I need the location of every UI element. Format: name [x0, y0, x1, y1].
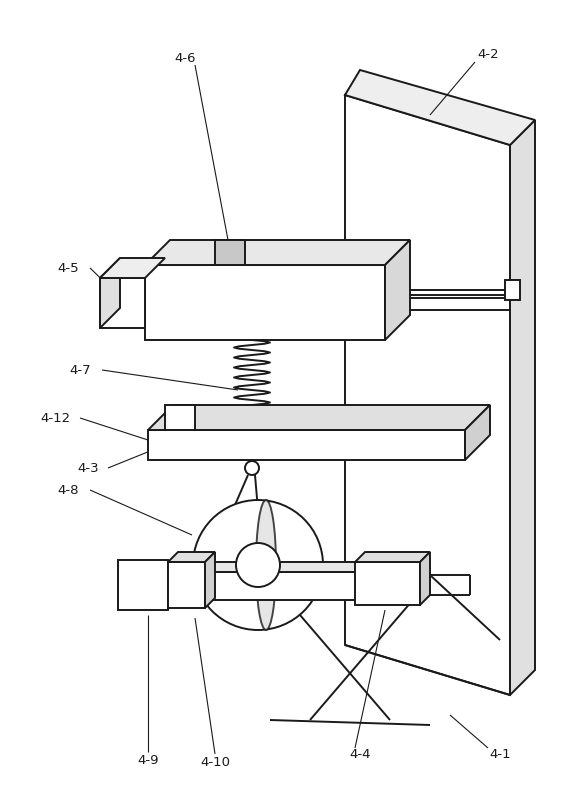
Text: 4-4: 4-4 [349, 749, 371, 761]
Bar [118, 560, 168, 610]
Text: 4-6: 4-6 [174, 51, 196, 65]
Circle shape [245, 461, 259, 475]
Polygon shape [205, 572, 390, 600]
Polygon shape [510, 120, 535, 695]
Polygon shape [100, 278, 145, 328]
Text: 4-3: 4-3 [77, 462, 99, 475]
Ellipse shape [256, 500, 276, 630]
Text: 4-7: 4-7 [69, 364, 91, 376]
Polygon shape [420, 552, 430, 605]
Text: 4-2: 4-2 [477, 49, 499, 62]
Polygon shape [355, 562, 420, 605]
Polygon shape [168, 562, 205, 608]
Polygon shape [465, 405, 490, 460]
Polygon shape [345, 70, 535, 145]
Text: 4-12: 4-12 [40, 411, 70, 424]
Polygon shape [168, 552, 215, 562]
Polygon shape [345, 95, 510, 695]
Circle shape [236, 543, 280, 587]
Polygon shape [385, 240, 410, 340]
Text: 4-5: 4-5 [57, 261, 79, 275]
Polygon shape [100, 258, 120, 328]
Text: 4-8: 4-8 [57, 483, 79, 496]
Circle shape [193, 500, 323, 630]
Polygon shape [355, 552, 430, 562]
Text: 4-1: 4-1 [489, 749, 511, 761]
Polygon shape [215, 240, 245, 265]
Text: 4-9: 4-9 [137, 753, 159, 766]
Polygon shape [165, 405, 195, 430]
Polygon shape [145, 265, 385, 340]
Polygon shape [145, 240, 410, 265]
Bar [505, 280, 520, 300]
Polygon shape [205, 552, 215, 608]
Text: 4-10: 4-10 [200, 756, 230, 769]
Polygon shape [100, 258, 165, 278]
Polygon shape [205, 562, 400, 572]
Polygon shape [148, 405, 490, 430]
Polygon shape [148, 430, 465, 460]
